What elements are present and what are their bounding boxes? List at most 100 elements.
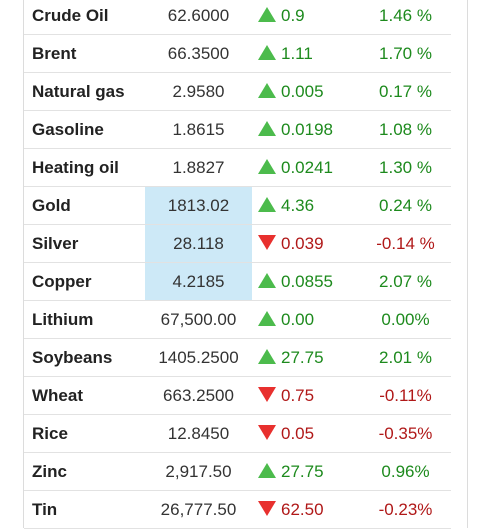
- change-value: 27.75: [281, 461, 324, 481]
- commodity-name[interactable]: Lithium: [24, 300, 145, 339]
- change-value: 62.50: [281, 499, 324, 519]
- commodity-price: 28.118: [145, 224, 252, 263]
- commodity-name[interactable]: Natural gas: [24, 72, 145, 111]
- commodity-price: 1.8615: [145, 110, 252, 149]
- commodity-percent-change: 1.46 %: [360, 0, 451, 35]
- commodity-price: 2.9580: [145, 72, 252, 111]
- commodity-price: 26,777.50: [145, 490, 252, 529]
- commodity-row[interactable]: Lithium 67,500.00 0.00 0.00%: [24, 300, 451, 339]
- triangle-up-icon: [258, 6, 276, 22]
- commodity-change: 1.11: [252, 34, 360, 73]
- commodity-name[interactable]: Brent: [24, 34, 145, 73]
- commodity-row[interactable]: Brent 66.3500 1.11 1.70 %: [24, 34, 451, 73]
- change-value: 0.0198: [281, 119, 333, 139]
- commodity-percent-change: -0.14 %: [360, 224, 451, 263]
- commodity-row[interactable]: Rice 12.8450 0.05 -0.35%: [24, 414, 451, 453]
- commodity-name[interactable]: Heating oil: [24, 148, 145, 187]
- triangle-up-icon: [258, 82, 276, 98]
- commodity-percent-change: 1.08 %: [360, 110, 451, 149]
- change-value: 27.75: [281, 347, 324, 367]
- change-value: 0.9: [281, 5, 305, 25]
- triangle-up-icon: [258, 158, 276, 174]
- change-value: 0.005: [281, 81, 324, 101]
- triangle-down-icon: [258, 424, 276, 440]
- commodity-row[interactable]: Heating oil 1.8827 0.0241 1.30 %: [24, 148, 451, 187]
- commodity-name[interactable]: Gold: [24, 186, 145, 225]
- commodity-change: 4.36: [252, 186, 360, 225]
- commodity-change: 0.005: [252, 72, 360, 111]
- commodity-name[interactable]: Rice: [24, 414, 145, 453]
- commodity-price: 1813.02: [145, 186, 252, 225]
- commodity-row[interactable]: Copper 4.2185 0.0855 2.07 %: [24, 262, 451, 301]
- commodity-row[interactable]: Silver 28.118 0.039 -0.14 %: [24, 224, 451, 263]
- commodity-percent-change: 0.00%: [360, 300, 451, 339]
- change-value: 0.039: [281, 233, 324, 253]
- commodity-row[interactable]: Gasoline 1.8615 0.0198 1.08 %: [24, 110, 451, 149]
- change-value: 0.05: [281, 423, 315, 443]
- commodity-price: 1405.2500: [145, 338, 252, 377]
- commodity-change: 0.039: [252, 224, 360, 263]
- change-value: 0.75: [281, 385, 315, 405]
- commodity-percent-change: 0.17 %: [360, 72, 451, 111]
- commodity-percent-change: 2.01 %: [360, 338, 451, 377]
- triangle-up-icon: [258, 196, 276, 212]
- change-value: 0.00: [281, 309, 315, 329]
- commodity-name[interactable]: Tin: [24, 490, 145, 529]
- change-value: 1.11: [281, 43, 313, 63]
- commodity-percent-change: 1.70 %: [360, 34, 451, 73]
- commodity-name[interactable]: Soybeans: [24, 338, 145, 377]
- commodity-percent-change: 0.24 %: [360, 186, 451, 225]
- commodity-price: 62.6000: [145, 0, 252, 35]
- commodity-change: 0.0198: [252, 110, 360, 149]
- triangle-up-icon: [258, 310, 276, 326]
- change-value: 0.0241: [281, 157, 333, 177]
- triangle-down-icon: [258, 500, 276, 516]
- commodity-row[interactable]: Tin 26,777.50 62.50 -0.23%: [24, 490, 451, 529]
- commodity-name[interactable]: Crude Oil: [24, 0, 145, 35]
- commodity-price: 4.2185: [145, 262, 252, 301]
- commodity-change: 62.50: [252, 490, 360, 529]
- commodity-row[interactable]: Wheat 663.2500 0.75 -0.11%: [24, 376, 451, 415]
- commodity-row[interactable]: Zinc 2,917.50 27.75 0.96%: [24, 452, 451, 491]
- triangle-down-icon: [258, 386, 276, 402]
- triangle-down-icon: [258, 234, 276, 250]
- triangle-up-icon: [258, 462, 276, 478]
- commodity-change: 0.75: [252, 376, 360, 415]
- commodity-change: 27.75: [252, 452, 360, 491]
- commodity-percent-change: -0.35%: [360, 414, 451, 453]
- commodity-percent-change: 2.07 %: [360, 262, 451, 301]
- commodity-percent-change: 0.96%: [360, 452, 451, 491]
- commodity-price: 66.3500: [145, 34, 252, 73]
- commodity-price: 663.2500: [145, 376, 252, 415]
- commodity-percent-change: -0.23%: [360, 490, 451, 529]
- commodity-name[interactable]: Gasoline: [24, 110, 145, 149]
- commodity-price: 2,917.50: [145, 452, 252, 491]
- commodity-price: 12.8450: [145, 414, 252, 453]
- commodity-change: 0.05: [252, 414, 360, 453]
- commodity-row[interactable]: Gold 1813.02 4.36 0.24 %: [24, 186, 451, 225]
- commodity-row[interactable]: Natural gas 2.9580 0.005 0.17 %: [24, 72, 451, 111]
- commodity-table-frame: [23, 0, 468, 528]
- commodity-table-body: Crude Oil 62.6000 0.9 1.46 % Brent 66.3500 1.1…: [24, 0, 451, 529]
- commodity-percent-change: -0.11%: [360, 376, 451, 415]
- commodity-name[interactable]: Wheat: [24, 376, 145, 415]
- change-value: 4.36: [281, 195, 315, 215]
- change-value: 0.0855: [281, 271, 333, 291]
- commodity-change: 0.0855: [252, 262, 360, 301]
- triangle-up-icon: [258, 272, 276, 288]
- commodity-price: 67,500.00: [145, 300, 252, 339]
- commodity-name[interactable]: Silver: [24, 224, 145, 263]
- triangle-up-icon: [258, 44, 276, 60]
- triangle-up-icon: [258, 348, 276, 364]
- commodity-name[interactable]: Copper: [24, 262, 145, 301]
- commodity-change: 27.75: [252, 338, 360, 377]
- commodity-row[interactable]: Soybeans 1405.2500 27.75 2.01 %: [24, 338, 451, 377]
- commodity-row[interactable]: Crude Oil 62.6000 0.9 1.46 %: [24, 0, 451, 35]
- commodity-percent-change: 1.30 %: [360, 148, 451, 187]
- commodity-price: 1.8827: [145, 148, 252, 187]
- commodity-name[interactable]: Zinc: [24, 452, 145, 491]
- triangle-up-icon: [258, 120, 276, 136]
- commodity-change: 0.9: [252, 0, 360, 35]
- commodity-change: 0.0241: [252, 148, 360, 187]
- commodity-table: Crude Oil 62.6000 0.9 1.46 % Brent 66.3500 1.1…: [24, 0, 451, 529]
